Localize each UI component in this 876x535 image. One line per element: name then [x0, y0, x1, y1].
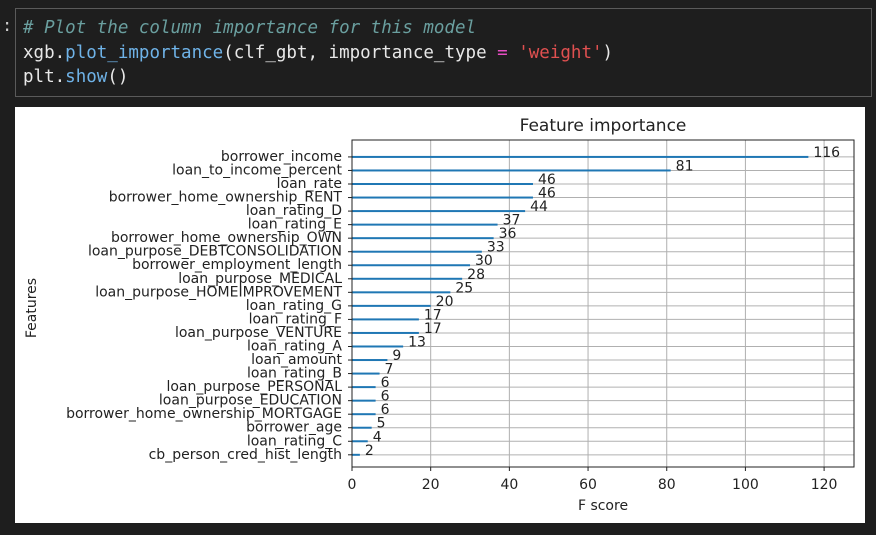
value-label: 25 — [455, 280, 473, 296]
value-label: 37 — [503, 213, 521, 229]
bar — [352, 345, 404, 348]
x-tick-label: 40 — [500, 477, 518, 493]
bar — [352, 359, 388, 362]
y-tick-label: loan_rating_C — [247, 433, 342, 449]
bar — [352, 237, 494, 240]
value-label: 33 — [487, 240, 505, 256]
bar — [352, 426, 372, 429]
value-label: 28 — [467, 267, 485, 283]
value-label: 9 — [392, 348, 401, 364]
y-tick-label: loan_rating_F — [249, 311, 342, 327]
y-tick-label: borrower_home_ownership_RENT — [109, 190, 343, 206]
y-tick-label: borrower_income — [221, 149, 342, 165]
bar — [352, 291, 451, 294]
code-token: show — [65, 67, 108, 87]
y-tick-label: borrower_employment_length — [132, 257, 342, 273]
code-token: () — [107, 67, 129, 87]
y-tick-label: loan_rate — [277, 176, 342, 192]
bar — [352, 440, 368, 443]
value-label: 5 — [377, 416, 386, 432]
value-label: 81 — [676, 158, 694, 174]
code-token: # Plot the column importance for this mo… — [23, 18, 477, 38]
bar — [352, 318, 419, 321]
chart-title: Feature importance — [520, 116, 687, 136]
bar — [352, 250, 482, 253]
code-token: plt. — [23, 67, 66, 87]
value-label: 20 — [436, 294, 454, 310]
code-token: 'weight' — [518, 42, 603, 63]
y-tick-label: cb_person_cred_hist_length — [149, 447, 342, 463]
y-tick-label: loan_purpose_EDUCATION — [159, 393, 342, 409]
y-tick-label: loan_rating_D — [246, 203, 342, 219]
x-axis-label: F score — [578, 498, 628, 514]
value-label: 44 — [530, 199, 548, 215]
bar — [352, 210, 526, 213]
value-label: 7 — [385, 362, 394, 378]
bar — [352, 304, 431, 307]
x-tick-label: 20 — [422, 477, 440, 493]
bar — [352, 155, 809, 158]
y-tick-label: loan_rating_B — [247, 366, 342, 382]
bar — [352, 386, 376, 389]
code: # Plot the column importance for this mo… — [23, 16, 613, 90]
value-label: 2 — [365, 443, 374, 459]
cell-prompt: : — [2, 16, 13, 36]
code-token: (clf_gbt, importance_type — [223, 42, 498, 63]
x-tick-label: 80 — [658, 477, 676, 493]
x-tick-label: 0 — [348, 477, 357, 493]
bar — [352, 399, 376, 402]
plot-frame — [351, 139, 855, 468]
y-tick-label: loan_purpose_HOMEIMPROVEMENT — [95, 284, 342, 300]
value-label: 46 — [538, 186, 556, 202]
value-label: 6 — [381, 375, 390, 391]
bar — [352, 453, 360, 456]
y-tick-label: loan_purpose_MEDICAL — [178, 271, 342, 287]
value-label: 30 — [475, 253, 493, 269]
code-token: ) — [602, 42, 614, 63]
code-token: = — [497, 42, 508, 63]
chart-background — [15, 107, 865, 523]
value-label: 17 — [424, 307, 442, 323]
value-label: 36 — [499, 226, 517, 242]
y-tick-label: borrower_home_ownership_OWN — [111, 230, 342, 246]
x-tick-label: 120 — [811, 477, 838, 493]
code-cell[interactable]: # Plot the column importance for this mo… — [15, 8, 872, 97]
y-tick-label: loan_amount — [251, 352, 342, 368]
bar — [352, 413, 376, 416]
y-tick-label: borrower_home_ownership_MORTGAGE — [66, 406, 342, 422]
bar — [352, 169, 671, 172]
value-label: 17 — [424, 321, 442, 337]
y-tick-label: loan_rating_E — [248, 217, 342, 233]
bar — [352, 223, 498, 226]
value-label: 116 — [813, 145, 840, 161]
value-label: 4 — [373, 429, 382, 445]
value-label: 46 — [538, 172, 556, 188]
y-axis-label: Features — [24, 278, 40, 338]
value-label: 13 — [408, 334, 426, 350]
bar — [352, 183, 533, 186]
y-tick-label: loan_to_income_percent — [172, 162, 342, 178]
bar — [352, 277, 463, 280]
y-tick-label: loan_purpose_DEBTCONSOLIDATION — [88, 244, 342, 260]
y-tick-label: loan_purpose_VENTURE — [175, 325, 342, 341]
value-label: 6 — [381, 402, 390, 418]
y-tick-label: loan_rating_G — [246, 298, 342, 314]
bar — [352, 372, 380, 375]
y-tick-label: borrower_age — [246, 420, 342, 436]
code-token: xgb. — [23, 42, 66, 63]
code-token: plot_importance — [65, 42, 224, 63]
y-tick-label: loan_purpose_PERSONAL — [166, 379, 342, 395]
bar — [352, 264, 471, 267]
x-tick-label: 100 — [732, 477, 759, 493]
y-tick-label: loan_rating_A — [247, 338, 342, 354]
x-tick-label: 60 — [579, 477, 597, 493]
bar — [352, 331, 419, 334]
value-label: 6 — [381, 389, 390, 405]
bar — [352, 196, 533, 199]
